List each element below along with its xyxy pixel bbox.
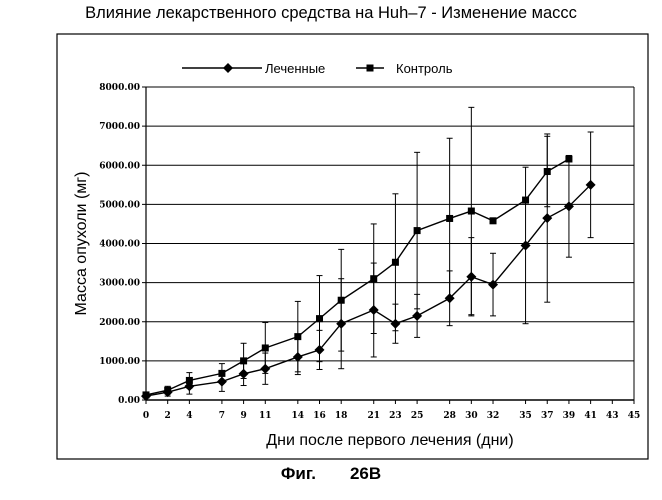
x-tick-label: 32	[487, 411, 500, 421]
x-tick-label: 41	[584, 411, 597, 421]
control-data-point	[316, 315, 324, 323]
x-tick-label: 18	[335, 411, 348, 421]
caption-number: 26В	[349, 464, 382, 483]
x-tick-label: 4	[186, 411, 192, 421]
y-tick-label: 8000.00	[99, 83, 140, 93]
x-tick-label: 37	[541, 411, 554, 421]
x-tick-label: 30	[465, 411, 478, 421]
x-tick-label: 25	[411, 411, 424, 421]
control-data-point	[391, 258, 399, 266]
x-tick-label: 7	[219, 411, 225, 421]
x-tick-label: 11	[259, 411, 272, 421]
control-data-point	[218, 369, 226, 377]
chart-frame	[56, 33, 649, 460]
control-data-point	[185, 376, 193, 384]
figure-caption: Фиг. 26В	[0, 464, 662, 484]
x-tick-label: 23	[389, 411, 402, 421]
control-data-point	[294, 333, 302, 341]
x-tick-label: 14	[292, 411, 305, 421]
treated-series-line	[145, 184, 592, 397]
y-tick-label: 6000.00	[99, 161, 140, 171]
control-data-point	[489, 217, 497, 225]
legend-control-label: Контроль	[396, 61, 453, 76]
y-tick-label: 4000.00	[99, 240, 140, 250]
y-tick-label: 1000.00	[99, 357, 140, 367]
x-tick-label: 35	[519, 411, 532, 421]
control-data-point	[467, 207, 475, 215]
legend-treated-marker	[223, 63, 233, 73]
x-tick-label: 2	[165, 411, 171, 421]
legend-control-marker	[366, 64, 374, 72]
x-tick-label: 9	[240, 411, 246, 421]
y-tick-label: 7000.00	[99, 122, 140, 132]
control-data-point	[522, 196, 530, 204]
y-tick-label: 2000.00	[99, 318, 140, 328]
x-tick-label: 0	[143, 411, 149, 421]
x-tick-label: 43	[606, 411, 619, 421]
control-data-point	[240, 357, 248, 365]
y-axis-title: Масса опухоли (мг)	[73, 172, 90, 316]
x-tick-label: 39	[563, 411, 576, 421]
control-series-line	[145, 158, 570, 396]
treated-data-point	[542, 213, 553, 224]
control-data-point	[543, 168, 551, 176]
control-data-point	[142, 391, 150, 399]
x-tick-label: 21	[367, 411, 380, 421]
x-axis-title: Дни после первого лечения (дни)	[266, 432, 513, 449]
treated-data-point	[585, 179, 596, 190]
control-data-point	[164, 386, 172, 394]
caption-prefix: Фиг.	[280, 464, 316, 483]
x-tick-label: 28	[443, 411, 456, 421]
control-data-point	[337, 296, 345, 304]
y-tick-label: 5000.00	[99, 200, 140, 210]
treated-data-point	[412, 310, 423, 321]
x-tick-label: 16	[313, 411, 326, 421]
control-data-point	[413, 227, 421, 235]
control-data-point	[370, 275, 378, 283]
tumor-mass-chart: 0.00 1000.00 2000.00 3000.00 4000.00 5000.00 6…	[56, 33, 649, 460]
control-data-point	[261, 344, 269, 352]
y-tick-label: 3000.00	[99, 279, 140, 289]
y-tick-label: 0.00	[118, 396, 140, 406]
treated-data-point	[488, 279, 499, 290]
legend-treated-label: Леченные	[265, 61, 325, 76]
control-data-point	[446, 214, 454, 222]
figure-title: Влияние лекарственного средства на Huh–7…	[85, 4, 577, 22]
treated-data-point	[520, 240, 531, 251]
control-data-point	[565, 155, 573, 163]
treated-data-point	[563, 201, 574, 212]
x-tick-label: 45	[628, 411, 641, 421]
